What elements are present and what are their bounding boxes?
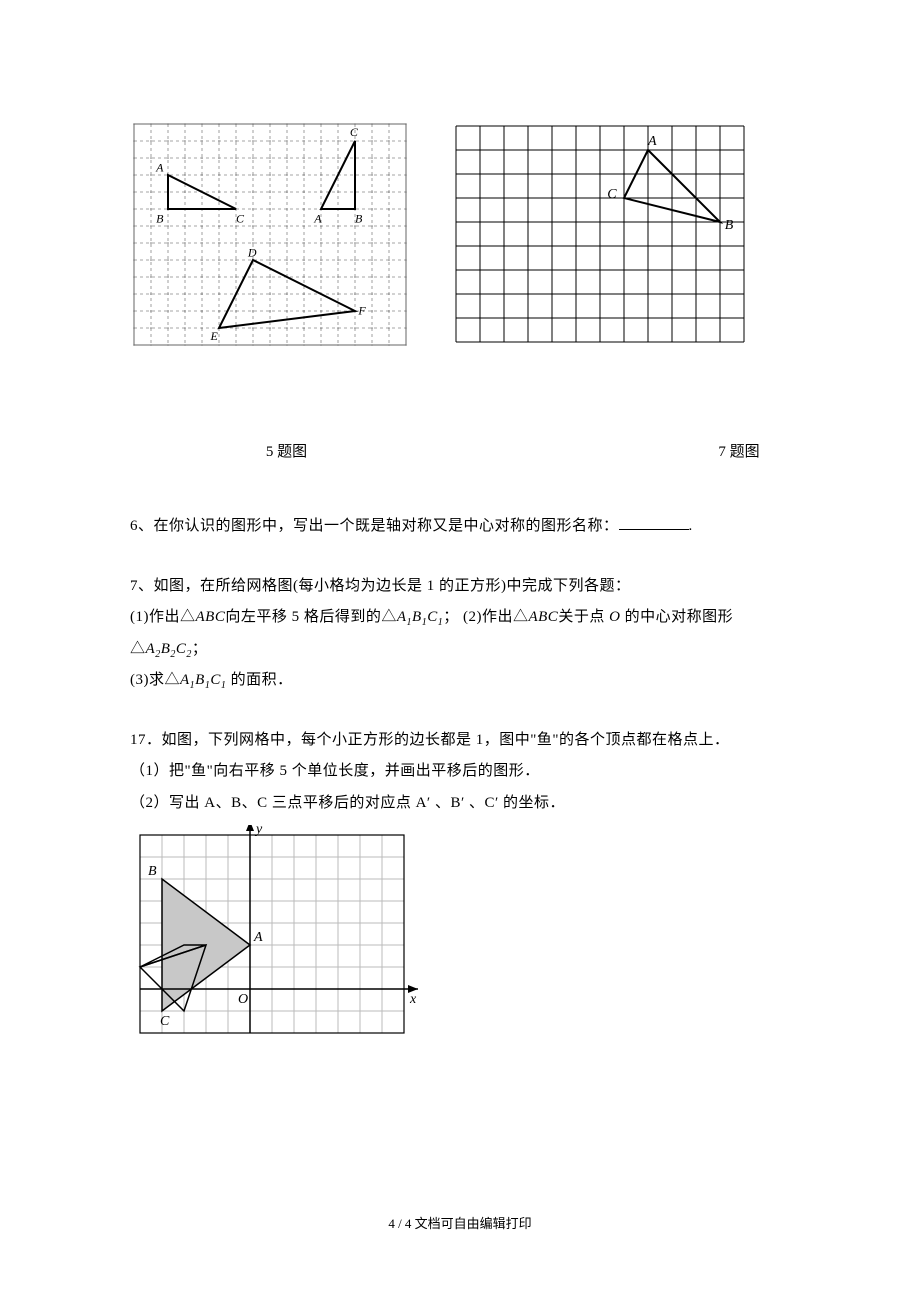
question-6: 6、在你认识的图形中，写出一个既是轴对称又是中心对称的图形名称：. <box>130 511 810 543</box>
svg-text:A: A <box>253 930 263 945</box>
svg-text:A: A <box>155 161 164 175</box>
svg-text:E: E <box>210 329 219 343</box>
svg-text:C: C <box>350 125 359 139</box>
svg-text:C: C <box>160 1014 170 1029</box>
svg-text:A: A <box>647 134 657 149</box>
q6-text-pre: 6、在你认识的图形中，写出一个既是轴对称又是中心对称的图形名称： <box>130 518 619 534</box>
page-footer: 4 / 4 文档可自由编辑打印 <box>0 1213 920 1232</box>
question-7: 7、如图，在所给网格图(每小格均为边长是 1 的正方形)中完成下列各题： (1)… <box>130 571 810 697</box>
captions-row: 5 题图 7 题图 <box>130 440 810 461</box>
q7-line2: (1)作出△ABC向左平移 5 格后得到的△A1B1C1； (2)作出△ABC关… <box>130 602 810 665</box>
figures-row: A B C C A B D E F A C B <box>130 120 810 350</box>
page: A B C C A B D E F A C B 5 题图 7 题图 6、在你认识的图形中，写出一个既… <box>0 0 920 1302</box>
q7-line1: 7、如图，在所给网格图(每小格均为边长是 1 的正方形)中完成下列各题： <box>130 571 810 603</box>
fish-figure: y x O A B C <box>130 825 420 1050</box>
svg-text:B: B <box>355 212 363 226</box>
q17-line3: （2）写出 A、B、C 三点平移后的对应点 A′ 、B′ 、C′ 的坐标． <box>130 788 810 820</box>
caption-fig7: 7 题图 <box>668 440 810 461</box>
svg-text:C: C <box>607 187 617 202</box>
figure-7: A C B <box>450 120 750 345</box>
svg-text:x: x <box>409 992 417 1007</box>
svg-text:C: C <box>236 212 245 226</box>
caption-fig5: 5 题图 <box>180 440 393 461</box>
q6-blank <box>619 529 689 530</box>
svg-text:F: F <box>357 303 366 317</box>
svg-text:D: D <box>247 246 257 260</box>
svg-text:B: B <box>156 212 164 226</box>
svg-text:B: B <box>725 218 734 233</box>
svg-text:O: O <box>238 992 248 1007</box>
q7-line3: (3)求△A1B1C1 的面积． <box>130 665 810 697</box>
svg-text:A: A <box>313 212 322 226</box>
figure-5: A B C C A B D E F <box>130 120 410 350</box>
svg-text:B: B <box>148 864 157 879</box>
q17-line2: （1）把"鱼"向右平移 5 个单位长度，并画出平移后的图形． <box>130 756 810 788</box>
svg-text:y: y <box>254 825 263 837</box>
question-17: 17．如图，下列网格中，每个小正方形的边长都是 1，图中"鱼"的各个顶点都在格点… <box>130 725 810 1051</box>
q6-text-post: . <box>689 518 693 534</box>
q17-line1: 17．如图，下列网格中，每个小正方形的边长都是 1，图中"鱼"的各个顶点都在格点… <box>130 725 810 757</box>
